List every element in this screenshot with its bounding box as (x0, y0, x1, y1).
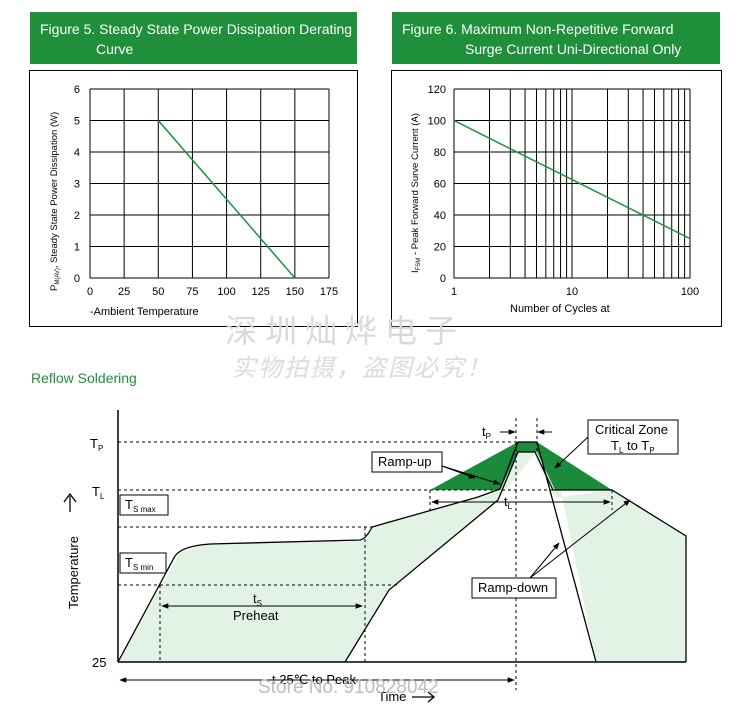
figure6-y-tick-label: 0 (440, 273, 446, 285)
figure5-title-line1: Figure 5. Steady State Power Dissipation… (40, 21, 353, 37)
figure5-title-line2: Curve (96, 41, 134, 57)
tp-time-label: tP (482, 424, 491, 441)
reflow-dashed-guides (118, 418, 613, 690)
figure5-y-tick-label: 6 (74, 84, 80, 96)
tsmax-label: TS max (125, 497, 156, 514)
ramp-up-label: Ramp-up (378, 454, 431, 469)
figure5-x-tick-label: 150 (286, 286, 304, 298)
figure5-series (157, 120, 296, 279)
figure5-x-tick-label: 25 (118, 286, 130, 298)
watermark-subtext: 实物拍摄，盗图必究！ (232, 354, 492, 382)
figure5-y-tick-label: 2 (74, 210, 80, 222)
figure6-x-tick-label: 1 (451, 286, 457, 298)
critical-zone-label: Critical Zone (595, 422, 668, 437)
figure6-y-tick-label: 60 (434, 179, 446, 191)
critical-zone-box (587, 419, 679, 455)
ts-label: tS (253, 591, 262, 608)
figure5-xlabel: -Ambient Temperature (90, 306, 199, 318)
critical-zone-peak (518, 442, 537, 452)
ramp-down-pointer-1 (529, 542, 560, 579)
tsmin-label: TS min (125, 555, 153, 572)
figure5-chart: 0 25 50 75 100 125 150 175 0 1 2 3 4 5 6 -Ambient Temp… (49, 84, 338, 318)
figure5-ticks: 0 25 50 75 100 125 150 175 0 1 2 3 4 5 6 (74, 84, 338, 298)
figure6-xlabel: Number of Cycles at (510, 303, 610, 315)
figure5-x-tick-label: 100 (217, 286, 235, 298)
figure6-series-line (453, 119, 691, 240)
ramp-up-box (371, 451, 443, 473)
tl-label: TL (92, 484, 105, 501)
figure6-chart: 1 10 100 0 20 40 60 80 100 120 Number of Cycles a… (410, 84, 700, 315)
figure6-title: Figure 6. Maximum Non-Repetitive Forward… (392, 12, 720, 64)
figure5-x-tick-label: 0 (87, 286, 93, 298)
tp-label: TP (90, 436, 103, 453)
t25-label: 25 (92, 655, 106, 670)
tsmax-box (119, 494, 169, 516)
tl-time-label: tL (504, 494, 513, 511)
figure5-x-tick-label: 50 (152, 286, 164, 298)
temperature-arrow-icon (63, 492, 77, 512)
figure5-y-tick-label: 1 (74, 242, 80, 254)
preheat-label: Preheat (233, 608, 279, 623)
watermark-text: 深圳灿烨电子 (225, 312, 466, 350)
figure5-y-tick-label: 3 (74, 179, 80, 191)
ramp-up-pointer-2 (441, 465, 501, 485)
figure6-y-tick-label: 120 (428, 84, 446, 96)
figure6-title-line2: Surge Current Uni-Directional Only (465, 41, 682, 57)
figure5-y-tick-label: 5 (74, 116, 80, 128)
figure6-y-tick-label: 20 (434, 242, 446, 254)
figure5-ylabel: PM(AV), Steady State Power Dissipation (… (49, 112, 61, 291)
ramp-up-pointer-1 (441, 465, 476, 479)
ramp-down-curve (344, 451, 687, 663)
figure6-title-line1: Figure 6. Maximum Non-Repetitive Forward (402, 21, 674, 37)
figure6-series (453, 119, 691, 240)
figure5-series-line (157, 120, 296, 279)
tsmin-box (119, 552, 167, 574)
ramp-down-box (471, 577, 557, 599)
figure5-x-tick-label: 125 (252, 286, 270, 298)
figure5-chart-panel: 0 25 50 75 100 125 150 175 0 1 2 3 4 5 6 -Ambient Temp… (29, 70, 358, 327)
temperature-axis-label: Temperature (66, 536, 81, 609)
reflow-profile-fill (118, 452, 686, 662)
critical-zone-left (430, 442, 518, 490)
figure6-x-tick-label: 100 (681, 286, 699, 298)
figure5-x-tick-label: 175 (320, 286, 338, 298)
ramp-down-label: Ramp-down (478, 580, 548, 595)
critical-zone-range: TL to TP (611, 438, 655, 455)
figure5-y-tick-label: 0 (74, 273, 80, 285)
figure5-y-tick-label: 4 (74, 147, 80, 159)
figure6-ylabel: IFSM - Peak Forward Surve Current (A) (410, 113, 422, 273)
store-label: Store No: 910828042 (258, 677, 439, 698)
figure6-x-tick-label: 10 (566, 286, 578, 298)
figure5-grid (89, 88, 330, 279)
figure6-grid (453, 88, 691, 279)
ramp-up-curve (117, 441, 597, 663)
figure6-chart-panel: 1 10 100 0 20 40 60 80 100 120 Number of Cycles a… (391, 70, 722, 327)
critical-zone-right (537, 442, 612, 490)
ramp-down-pointer-2 (529, 499, 631, 579)
figure6-ticks: 1 10 100 0 20 40 60 80 100 120 (428, 84, 700, 298)
figure5-title: Figure 5. Steady State Power Dissipation… (30, 12, 357, 64)
figure5-x-tick-label: 75 (186, 286, 198, 298)
figure6-y-tick-label: 40 (434, 210, 446, 222)
figure6-y-tick-label: 80 (434, 147, 446, 159)
figure6-y-tick-label: 100 (428, 116, 446, 128)
critical-zone-pointer (554, 436, 589, 469)
reflow-title: Reflow Soldering (31, 370, 137, 386)
